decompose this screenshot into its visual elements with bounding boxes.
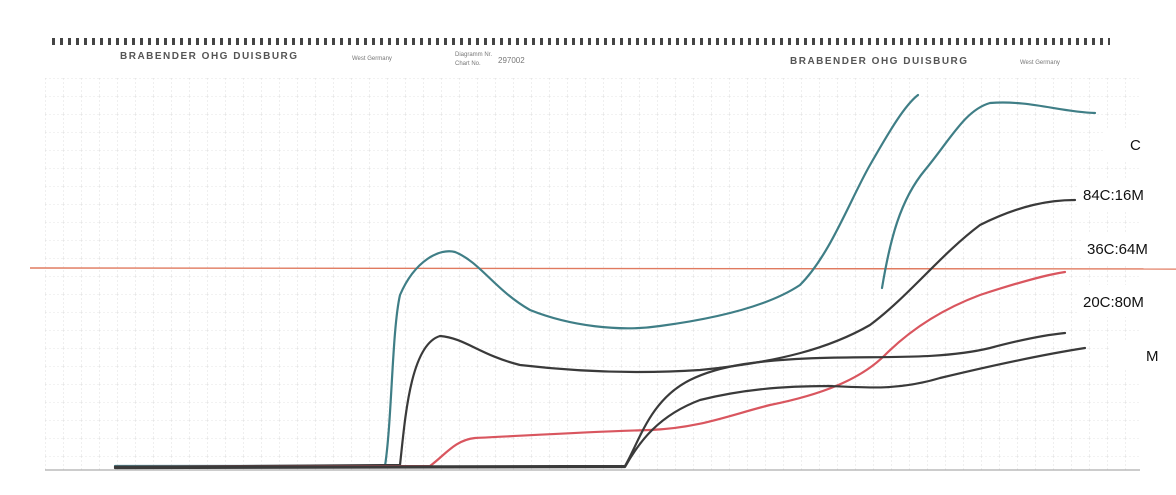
- perforation: [50, 38, 1110, 46]
- label-box: [1110, 340, 1176, 370]
- brand: BRABENDER OHG DUISBURG: [790, 56, 969, 67]
- chart-label: Chart No.: [455, 61, 481, 67]
- chart-number: 297002: [498, 56, 525, 65]
- country: West Germany: [1020, 60, 1060, 66]
- reference-line: [30, 268, 1176, 269]
- diagram-label: Diagramm Nr.: [455, 52, 492, 58]
- chart-paper-grid: [45, 78, 1140, 470]
- curve-label: M: [1146, 348, 1159, 365]
- curve-label: 84C:16M: [1083, 187, 1144, 204]
- curve-label: C: [1130, 137, 1141, 154]
- brand: BRABENDER OHG DUISBURG: [120, 51, 299, 62]
- amylograph-chart: BRABENDER OHG DUISBURG West Germany Diag…: [0, 0, 1176, 495]
- country: West Germany: [352, 56, 392, 62]
- curve-label: 36C:64M: [1087, 241, 1148, 258]
- curve-label: 20C:80M: [1083, 294, 1144, 311]
